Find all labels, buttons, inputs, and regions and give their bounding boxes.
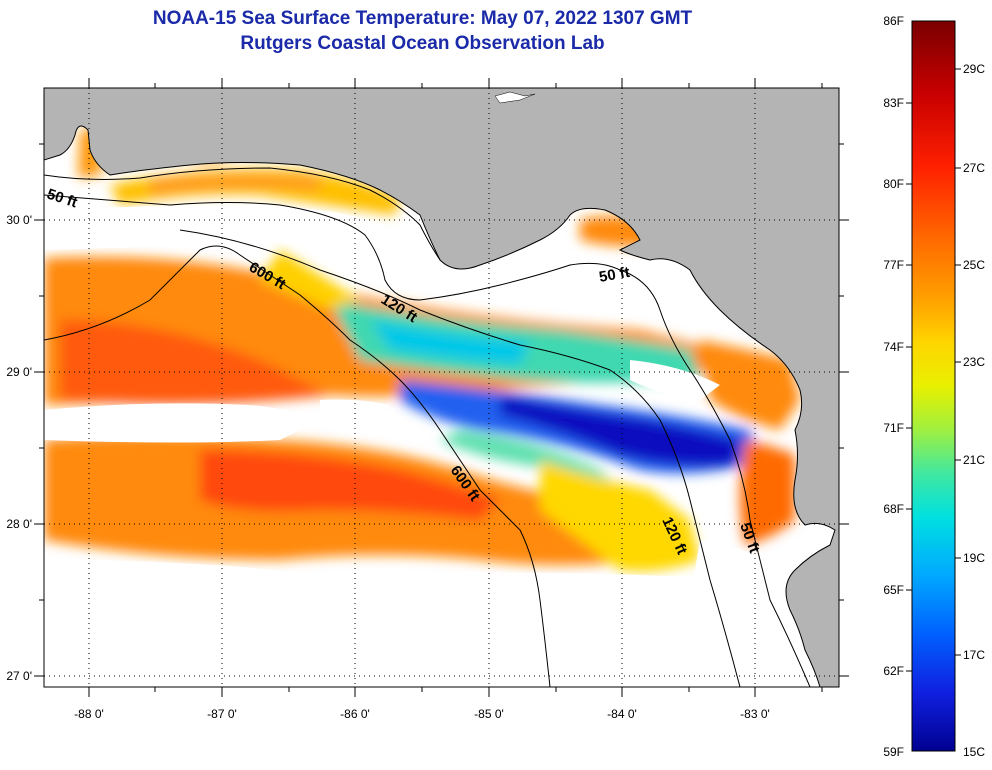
map-title: NOAA-15 Sea Surface Temperature: May 07,… (152, 8, 693, 29)
lon-label: -84 0' (607, 707, 637, 721)
colorbar-f-label: 62F (883, 664, 904, 678)
colorbar-f-label: 77F (883, 258, 904, 272)
lon-label: -88 0' (74, 707, 104, 721)
latitude-labels: 30 0' 29 0' 28 0' 27 0' (6, 213, 32, 683)
colorbar-c-label: 15C (963, 745, 985, 759)
map-subtitle: Rutgers Coastal Ocean Observation Lab (240, 33, 605, 54)
colorbar-f-label: 83F (883, 96, 904, 110)
lon-label: -83 0' (740, 707, 770, 721)
colorbar-c-label: 27C (963, 161, 985, 175)
cloud-mask (44, 205, 839, 687)
lat-label: 28 0' (6, 517, 32, 531)
colorbar-c-label: 17C (963, 648, 985, 662)
colorbar-f-label: 80F (883, 177, 904, 191)
lat-label: 30 0' (6, 213, 32, 227)
land-mass (44, 88, 839, 687)
plot-area: 50 ft 600 ft 120 ft 50 ft 600 ft 120 ft … (44, 88, 839, 687)
longitude-labels: -88 0' -87 0' -86 0' -85 0' -84 0' -83 0… (74, 707, 770, 721)
lon-label: -85 0' (474, 707, 504, 721)
colorbar: 86F 83F 80F 77F 74F 71F 68F 65F 62F 59F … (883, 14, 985, 759)
colorbar-f-label: 74F (883, 340, 904, 354)
contour-label-50ft-apalachee: 50 ft (598, 264, 631, 286)
bathymetry-contours (44, 194, 811, 687)
colorbar-f-label: 86F (883, 14, 904, 28)
colorbar-c-label: 25C (963, 258, 985, 272)
lat-label: 27 0' (6, 669, 32, 683)
colorbar-f-label: 65F (883, 583, 904, 597)
colorbar-f-label: 71F (883, 421, 904, 435)
colorbar-c-label: 23C (963, 355, 985, 369)
plot-frame (43, 87, 840, 688)
lat-label: 29 0' (6, 365, 32, 379)
lon-label: -86 0' (340, 707, 370, 721)
axis-ticks (34, 78, 849, 697)
colorbar-f-label: 59F (883, 745, 904, 759)
colorbar-c-label: 29C (963, 62, 985, 76)
colorbar-c-label: 21C (963, 453, 985, 467)
colorbar-scale (911, 20, 956, 752)
lon-label: -87 0' (207, 707, 237, 721)
sst-field (44, 128, 800, 572)
colorbar-c-label: 19C (963, 551, 985, 565)
colorbar-f-label: 68F (883, 502, 904, 516)
